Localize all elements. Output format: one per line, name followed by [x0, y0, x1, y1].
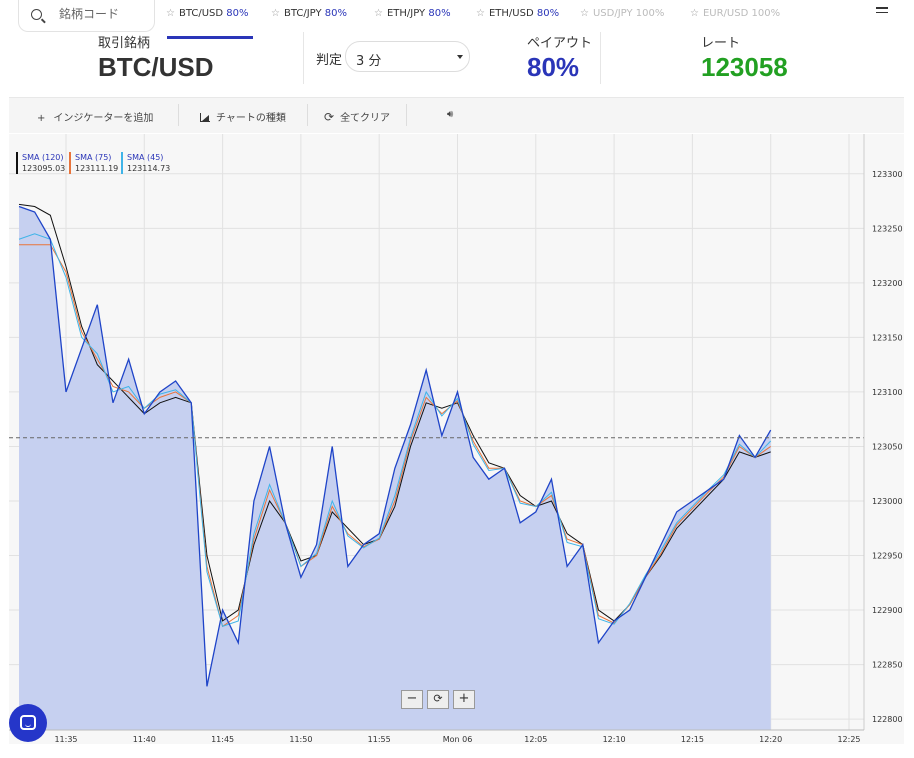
refresh-icon: ⟳: [324, 110, 335, 124]
x-tick-label: 12:05: [524, 735, 547, 744]
y-tick-label: 123250: [872, 224, 903, 233]
y-tick-label: 123300: [872, 170, 903, 179]
price-line: [18, 205, 772, 687]
price-chart[interactable]: 123300 123250 123200 123150 123100 123050 1230…: [9, 134, 904, 744]
chat-icon: [20, 715, 36, 730]
symbol-name: BTC/USD: [98, 52, 214, 82]
chat-support-button[interactable]: [9, 704, 47, 742]
y-tick-label: 123200: [872, 279, 903, 288]
y-tick-label: 122850: [872, 661, 903, 670]
rate-value: 123058: [701, 52, 788, 82]
star-icon[interactable]: ☆: [271, 8, 280, 19]
speaker-icon: 🔊︎: [447, 109, 454, 120]
x-tick-label: 11:40: [133, 735, 156, 744]
legend-sma-75[interactable]: SMA (75) 123111.19: [69, 152, 118, 174]
x-tick-label: Mon 06: [443, 735, 473, 744]
plus-icon: +: [37, 113, 46, 124]
zoom-out-button[interactable]: −: [401, 690, 423, 709]
star-icon[interactable]: ☆: [476, 8, 485, 19]
active-tab-indicator: [167, 36, 253, 39]
legend-sma-45[interactable]: SMA (45) 123114.73: [121, 152, 170, 174]
plus-icon: +: [458, 691, 470, 706]
x-tick-label: 11:45: [211, 735, 234, 744]
tab-btc-jpy[interactable]: ☆ BTC/JPY 80%: [271, 8, 347, 19]
bottom-strip: [0, 744, 914, 758]
search-input[interactable]: [59, 7, 149, 21]
x-tick-label: 12:15: [681, 735, 704, 744]
divider: [303, 32, 304, 84]
star-icon[interactable]: ☆: [166, 8, 175, 19]
payout-label: ペイアウト: [527, 36, 593, 51]
star-icon[interactable]: ☆: [374, 8, 383, 19]
divider: [600, 32, 601, 84]
chart-area[interactable]: 123300 123250 123200 123150 123100 123050 1230…: [9, 134, 904, 744]
chart-toolbar: + インジケーターを追加 チャートの種類 ⟳ 全てクリア 🔊︎: [9, 97, 904, 133]
rate-label: レート: [701, 36, 741, 51]
tab-eth-jpy[interactable]: ☆ ETH/JPY 80%: [374, 8, 451, 19]
tab-eth-usd[interactable]: ☆ ETH/USD 80%: [476, 8, 560, 19]
reset-zoom-button[interactable]: ⟳: [427, 690, 449, 709]
x-tick-label: 11:50: [289, 735, 312, 744]
star-icon: ☆: [580, 8, 589, 19]
sma-line-2: [18, 233, 772, 628]
judge-label: 判定: [316, 53, 343, 68]
legend-sma-120[interactable]: SMA (120) 123095.03: [16, 152, 65, 174]
divider: [307, 104, 308, 126]
menu-icon[interactable]: [876, 7, 888, 16]
symbol-label: 取引銘柄: [98, 36, 151, 51]
x-tick-label: 12:25: [837, 735, 860, 744]
chart-type-button[interactable]: チャートの種類: [200, 109, 286, 124]
sound-button[interactable]: 🔊︎: [447, 109, 453, 120]
refresh-icon: ⟳: [433, 692, 443, 705]
divider: [406, 104, 407, 126]
clear-all-button[interactable]: ⟳ 全てクリア: [324, 110, 391, 124]
y-tick-label: 122950: [872, 552, 903, 561]
y-tick-label: 123000: [872, 497, 903, 506]
chart-area-icon: [200, 113, 210, 122]
zoom-in-button[interactable]: +: [453, 690, 475, 709]
top-bar: ☆BTC/USD 80% ☆BTC/JPY 80% ☆ETH/JPY 80% ☆…: [0, 0, 914, 32]
divider: [178, 104, 179, 126]
y-tick-label: 123150: [872, 333, 903, 342]
chevron-down-icon: [457, 55, 463, 59]
tab-eur-usd[interactable]: ☆ EUR/USD 100%: [690, 8, 781, 19]
search-icon: [31, 9, 42, 20]
y-tick-label: 123100: [872, 388, 903, 397]
symbol-search[interactable]: [18, 0, 155, 32]
tab-btc-usd[interactable]: ☆ BTC/USD 80%: [166, 8, 249, 19]
x-tick-label: 11:35: [54, 735, 77, 744]
x-tick-label: 12:10: [603, 735, 626, 744]
x-tick-label: 12:20: [759, 735, 782, 744]
judge-select[interactable]: 3 分: [345, 41, 470, 72]
star-icon: ☆: [690, 8, 699, 19]
y-tick-label: 122800: [872, 715, 903, 724]
x-tick-label: 11:55: [368, 735, 391, 744]
y-tick-label: 122900: [872, 606, 903, 615]
tab-usd-jpy[interactable]: ☆ USD/JPY 100%: [580, 8, 665, 19]
payout-value: 80%: [527, 52, 580, 82]
minus-icon: −: [406, 691, 418, 706]
add-indicator-button[interactable]: + インジケーターを追加: [37, 113, 154, 124]
y-tick-label: 123050: [872, 442, 903, 451]
